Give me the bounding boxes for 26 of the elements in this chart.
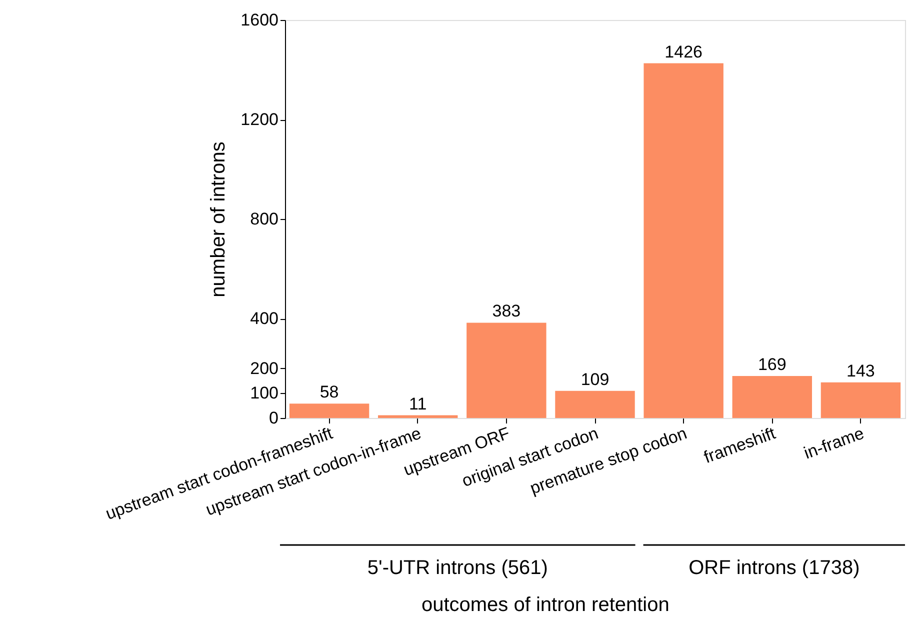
y-tick-label: 800 bbox=[250, 210, 278, 228]
y-tick-label: 0 bbox=[269, 408, 278, 428]
text: 5'-UTR introns (561) bbox=[367, 557, 548, 579]
bar bbox=[378, 415, 458, 418]
y-tick-label: 200 bbox=[250, 358, 278, 378]
bar bbox=[466, 322, 546, 418]
y-axis-title: number of introns bbox=[208, 142, 230, 298]
data-label: 143 bbox=[846, 361, 875, 380]
y-tick-label: 100 bbox=[250, 384, 278, 403]
y-tick-label: 1200 bbox=[240, 110, 278, 129]
bar bbox=[555, 390, 635, 418]
y-tick-label: 1600 bbox=[240, 10, 278, 30]
text: ORF introns (1738) bbox=[688, 557, 860, 579]
x-tick-label: in-frame bbox=[801, 424, 867, 463]
data-label: 58 bbox=[320, 382, 339, 402]
x-axis-title: outcomes of intron retention bbox=[421, 594, 670, 616]
y-tick-label: 400 bbox=[250, 309, 278, 328]
data-label: 383 bbox=[492, 302, 521, 321]
bar bbox=[732, 376, 812, 418]
bar bbox=[820, 382, 901, 418]
bar bbox=[289, 404, 370, 418]
bar bbox=[644, 63, 724, 418]
data-label: 169 bbox=[758, 354, 786, 374]
data-label: 11 bbox=[409, 394, 427, 414]
data-label: 1426 bbox=[664, 42, 702, 62]
data-label: 109 bbox=[580, 370, 610, 389]
